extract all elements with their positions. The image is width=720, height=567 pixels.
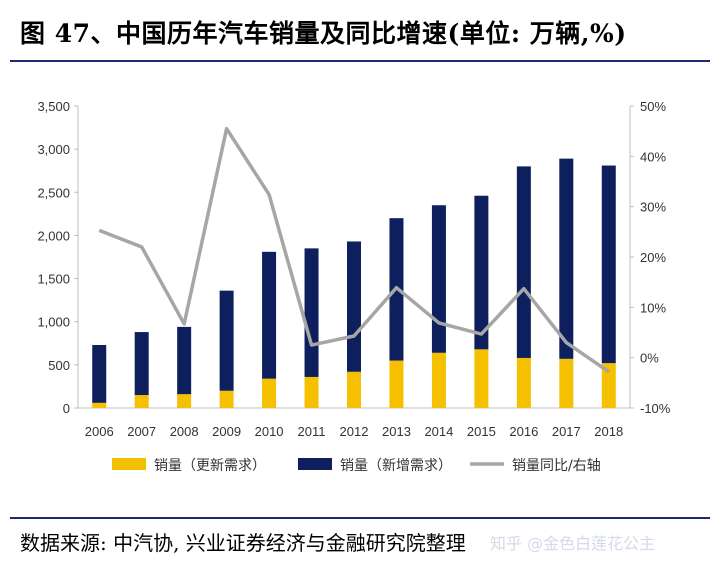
y-right-tick-label: 10% [640,300,666,315]
bar-update-demand [559,358,574,408]
x-tick-label: 2016 [509,424,538,439]
source-divider [10,517,710,519]
bar-update-demand [134,395,149,408]
bar-new-demand [601,165,616,364]
y-right-tick-label: 30% [640,200,666,215]
x-tick-label: 2015 [467,424,496,439]
y-left-tick-label: 0 [63,401,70,416]
bar-new-demand [92,345,107,403]
bar-update-demand [177,394,192,408]
x-tick-label: 2014 [424,424,453,439]
source-note: 数据来源: 中汽协, 兴业证券经济与金融研究院整理 [20,531,466,555]
y-left-tick-label: 3,500 [37,99,70,114]
y-right-tick-label: 20% [640,250,666,265]
bar-new-demand [474,195,489,350]
y-left-tick-label: 1,000 [37,315,70,330]
legend-label-0: 销量（更新需求） [154,458,266,474]
bar-new-demand [559,158,574,359]
legend-label-1: 销量（新增需求） [340,458,452,474]
x-tick-label: 2009 [212,424,241,439]
x-tick-label: 2008 [170,424,199,439]
x-tick-label: 2007 [127,424,156,439]
bar-new-demand [262,251,277,379]
bar-new-demand [431,205,446,353]
y-left-tick-label: 500 [48,358,70,373]
chart: 0 500 1,000 1,500 2,000 2,500 3,000 3,500 -10% 0%… [37,99,671,474]
bar-new-demand [219,290,234,391]
bar-new-demand [134,332,149,396]
bar-new-demand [516,166,531,358]
bar-update-demand [347,371,361,408]
y-left-tick-label: 2,500 [37,185,70,200]
bar-update-demand [601,363,616,408]
bar-update-demand [431,352,446,408]
bar-update-demand [389,360,404,408]
x-tick-label: 2017 [552,424,581,439]
watermark: 知乎 @金色白莲花公主 [490,534,656,553]
bar-update-demand [474,349,489,408]
x-tick-label: 2011 [298,424,326,439]
y-right-tick-label: -10% [640,401,671,416]
y-left-tick-label: 2,000 [37,228,70,243]
bar-update-demand [262,378,277,408]
legend-swatch-0 [112,458,146,470]
y-left-tick-label: 3,000 [37,142,70,157]
y-right-tick-label: 0% [640,351,659,366]
title-divider [10,60,710,62]
bar-new-demand [177,326,192,395]
bar-new-demand [347,241,361,372]
bar-update-demand [219,390,234,408]
x-tick-label: 2012 [340,424,369,439]
x-tick-label: 2013 [382,424,411,439]
chart-title: 图 47、中国历年汽车销量及同比增速(单位: 万辆,%) [20,19,627,48]
bar-update-demand [516,357,531,408]
legend-label-2: 销量同比/右轴 [512,458,601,474]
x-tick-label: 2018 [594,424,623,439]
bar-update-demand [304,376,319,408]
x-tick-label: 2006 [85,424,114,439]
legend-swatch-1 [298,458,332,470]
bar-update-demand [92,402,107,408]
y-right-tick-label: 40% [640,149,666,164]
title-bar: 图 47、中国历年汽车销量及同比增速(单位: 万辆,%) [0,0,720,62]
y-right-tick-label: 50% [640,99,666,114]
y-left-tick-label: 1,500 [37,272,70,287]
x-tick-label: 2010 [255,424,284,439]
bar-new-demand [304,248,319,377]
growth-line [98,126,610,374]
